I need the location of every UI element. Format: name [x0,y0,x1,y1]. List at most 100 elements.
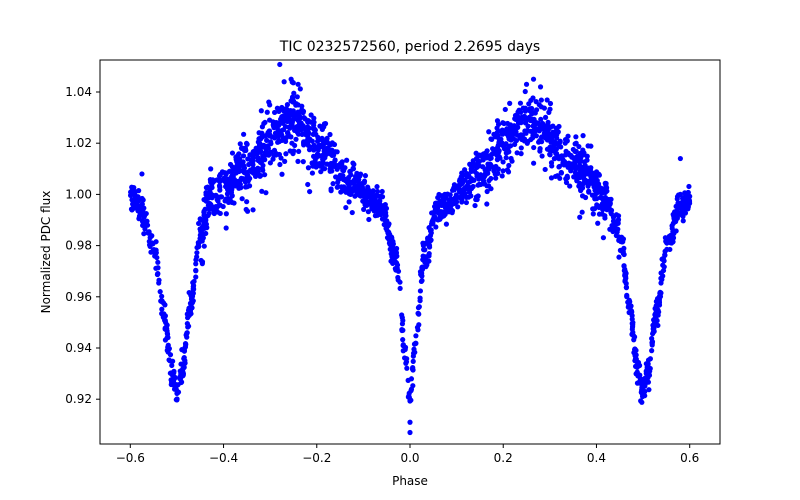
data-point [495,170,501,176]
data-point [135,208,141,214]
data-point [235,152,241,158]
data-point [267,160,273,166]
data-point [572,141,578,147]
data-point [416,304,422,310]
data-point [184,330,190,336]
data-point [603,182,609,188]
data-point [232,178,238,184]
data-point [531,160,537,166]
data-point [596,211,603,217]
data-point [495,128,501,135]
data-point [653,310,659,317]
data-point [164,326,170,332]
data-point [426,244,433,250]
data-point [514,150,520,156]
data-point [207,177,213,183]
data-point [413,340,419,346]
data-point [503,155,509,161]
data-point [508,155,514,162]
data-point [512,141,518,147]
data-point [227,176,233,182]
data-point [585,143,591,149]
data-point [499,173,505,179]
data-point [331,163,337,170]
data-point [495,142,501,148]
data-point [608,207,615,213]
data-point [399,315,405,321]
data-point [420,240,426,246]
data-point [527,106,533,112]
data-point [615,217,622,223]
data-point [530,76,537,82]
data-point [311,153,317,159]
data-point [152,253,158,259]
data-point [272,109,278,116]
data-point [400,337,406,343]
data-point [259,188,265,194]
data-point [562,140,568,146]
data-point [373,192,379,198]
data-point [365,209,371,215]
data-point [491,150,497,156]
data-point [200,231,206,237]
data-point [277,61,283,68]
data-point [201,212,207,218]
data-point [294,94,300,100]
data-point [324,161,330,167]
data-point [504,149,510,156]
data-point [379,188,385,195]
data-point [634,364,640,370]
data-point [145,230,151,236]
data-point [312,158,318,164]
y-tick-label: 1.00 [65,187,92,201]
data-point [651,328,657,334]
data-point [537,84,544,90]
data-point [128,189,134,195]
data-point [178,379,184,386]
data-point [406,390,412,396]
data-point [295,158,301,164]
data-point [591,182,597,188]
data-point [578,187,584,194]
data-point [520,105,526,111]
data-point [308,112,314,118]
data-point [197,235,203,242]
data-point [306,147,313,153]
data-point [458,174,464,180]
data-point [247,167,254,173]
data-point [649,348,655,354]
data-point [524,140,530,146]
data-point [427,233,434,239]
data-point [645,357,652,363]
data-point [501,129,507,135]
data-point [314,138,321,144]
data-point [295,131,302,137]
data-point [215,194,221,200]
data-point [216,173,223,179]
x-tick-label: 0.2 [494,451,513,465]
data-point [449,208,456,214]
data-point [662,235,669,241]
data-point [305,165,312,171]
x-axis-ticks: −0.6 −0.4 −0.2 0.0 0.2 0.4 0.6 [116,444,699,465]
data-point [335,179,341,185]
data-point [349,209,355,216]
data-point [352,193,358,199]
data-point [547,152,553,158]
data-point [269,134,275,140]
data-point [399,326,405,333]
data-point [559,153,565,159]
data-point [283,151,289,157]
data-point [169,362,175,369]
data-point [133,200,140,206]
x-tick-label: −0.2 [302,451,331,465]
data-point [319,126,325,133]
data-point [307,119,314,125]
data-point [318,169,324,175]
data-point [266,117,273,123]
data-point [184,320,190,327]
data-point [279,171,285,177]
data-point [399,321,406,327]
data-point [415,310,421,316]
data-point [311,147,317,153]
